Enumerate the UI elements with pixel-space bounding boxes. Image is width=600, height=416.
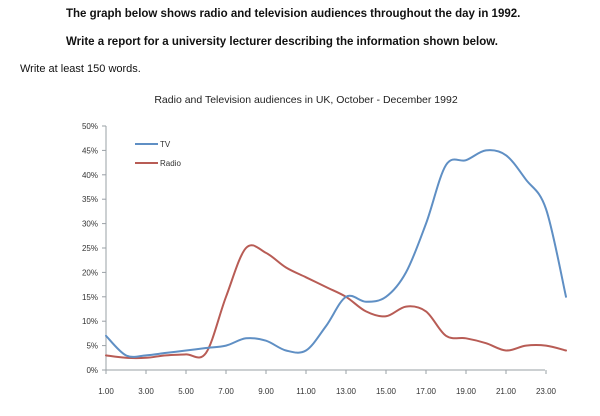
x-tick-label: 15.00	[376, 387, 397, 396]
y-tick-label: 45%	[82, 146, 98, 155]
y-tick-label: 0%	[86, 366, 98, 375]
series-line-tv	[105, 149, 567, 358]
y-tick-label: 40%	[82, 171, 98, 180]
y-tick-label: 20%	[82, 268, 98, 277]
x-tick-label: 11.00	[296, 387, 316, 396]
y-tick-label: 35%	[82, 195, 98, 204]
x-tick-label: 13.00	[336, 387, 357, 396]
prompt-line-3: Write at least 150 words.	[20, 63, 141, 75]
x-tick-label: 5.00	[178, 387, 194, 396]
x-tick-label: 17.00	[416, 387, 437, 396]
chart-title: Radio and Television audiences in UK, Oc…	[154, 94, 457, 106]
legend-label-radio: Radio	[160, 159, 181, 168]
x-tick-label: 23.00	[536, 387, 557, 396]
series-line-radio	[105, 244, 567, 360]
x-tick-label: 21.00	[496, 387, 517, 396]
y-tick-label: 30%	[82, 220, 98, 229]
y-tick-label: 25%	[82, 244, 98, 253]
x-tick-label: 3.00	[138, 387, 154, 396]
x-tick-label: 1.00	[98, 387, 114, 396]
legend-label-tv: TV	[160, 140, 171, 149]
prompt-line-2: Write a report for a university lecturer…	[66, 36, 498, 48]
x-tick-label: 7.00	[218, 387, 234, 396]
prompt-line-1: The graph below shows radio and televisi…	[66, 8, 521, 20]
plot-area: 0% 5% 10% 15% 20% 25% 30% 35% 40% 45% 50% 1.00 3.00 5…	[82, 122, 567, 396]
y-tick-label: 10%	[82, 317, 98, 326]
y-tick-label: 15%	[82, 293, 98, 302]
y-tick-label: 50%	[82, 122, 98, 131]
y-tick-label: 5%	[86, 342, 98, 351]
x-tick-label: 9.00	[258, 387, 274, 396]
x-tick-label: 19.00	[456, 387, 477, 396]
